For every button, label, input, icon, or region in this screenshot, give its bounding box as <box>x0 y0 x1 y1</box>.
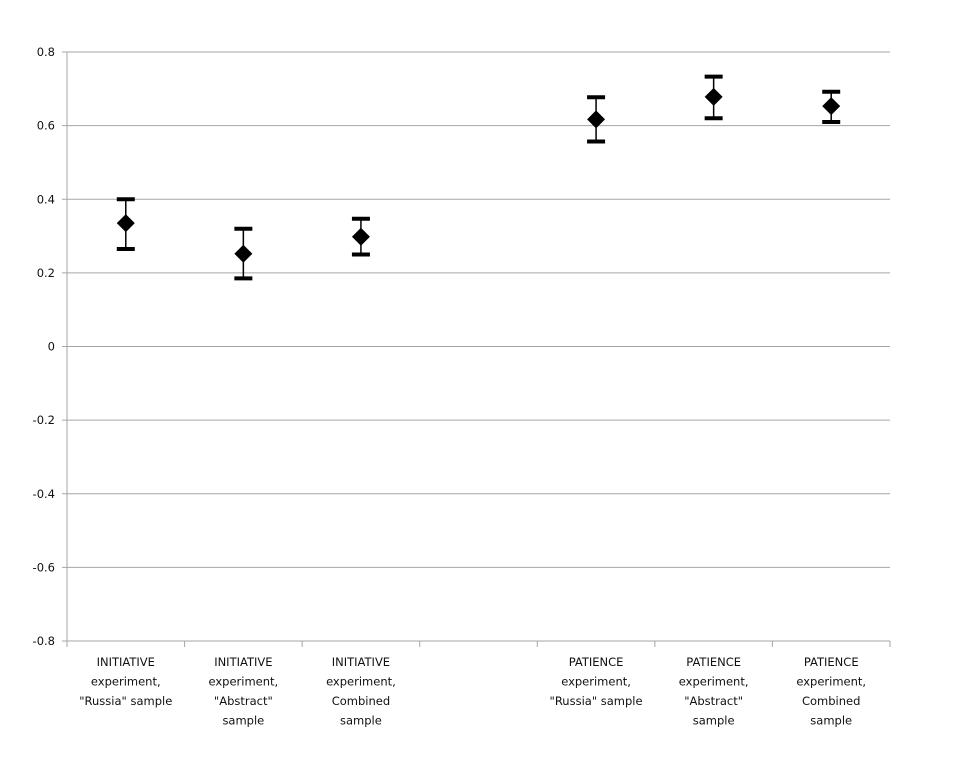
x-category-label-line: PATIENCE <box>686 655 741 669</box>
x-category-label: INITIATIVE experiment, "Abstract" sample <box>208 655 278 728</box>
x-category-label-line: experiment, <box>91 675 161 689</box>
x-category-label-line: "Abstract" <box>214 694 273 708</box>
x-category-label-line: INITIATIVE <box>97 655 155 669</box>
x-category-label-line: "Russia" sample <box>79 694 172 708</box>
error-bars <box>116 74 841 281</box>
y-tick-label: 0.6 <box>37 119 55 133</box>
x-category-label-line: PATIENCE <box>804 655 859 669</box>
x-category-label-line: "Abstract" <box>684 694 743 708</box>
y-tick-labels: 0.8 0.6 0.4 0.2 0 -0.2 -0.4 -0.6 -0.8 <box>33 45 55 648</box>
x-category-label-line: sample <box>693 714 735 728</box>
y-tick-label: -0.2 <box>33 413 55 427</box>
x-category-label-line: sample <box>810 714 852 728</box>
x-category-label: PATIENCE experiment, "Russia" sample <box>550 655 643 708</box>
y-tick-label: -0.4 <box>33 487 55 501</box>
x-category-label-line: experiment, <box>208 675 278 689</box>
data-markers <box>116 87 841 263</box>
x-category-label-line: experiment, <box>679 675 749 689</box>
y-tick-label: 0.8 <box>37 45 55 59</box>
x-category-label-line: INITIATIVE <box>332 655 390 669</box>
x-category-label-line: PATIENCE <box>569 655 624 669</box>
diamond-marker <box>587 110 606 129</box>
axes <box>62 51 891 647</box>
x-category-label: INITIATIVE experiment, Combined sample <box>326 655 396 728</box>
diamond-marker <box>351 227 370 246</box>
x-category-labels: INITIATIVE experiment, "Russia" sampleINIT… <box>79 655 866 728</box>
x-category-label-line: experiment, <box>326 675 396 689</box>
diamond-marker <box>822 97 841 116</box>
y-tick-label: -0.6 <box>33 560 55 574</box>
gridlines <box>67 51 890 642</box>
x-category-label: INITIATIVE experiment, "Russia" sample <box>79 655 172 708</box>
x-category-label-line: INITIATIVE <box>214 655 272 669</box>
x-category-label-line: experiment, <box>796 675 866 689</box>
x-category-label-line: experiment, <box>561 675 631 689</box>
x-category-label-line: "Russia" sample <box>550 694 643 708</box>
y-tick-label: 0 <box>48 340 55 354</box>
x-category-label-line: sample <box>340 714 382 728</box>
diamond-marker <box>116 214 135 233</box>
x-category-label: PATIENCE experiment, "Abstract" sample <box>679 655 749 728</box>
y-tick-label: 0.4 <box>37 192 55 206</box>
y-tick-label: 0.2 <box>37 266 55 280</box>
diamond-marker <box>234 244 253 263</box>
x-category-label-line: sample <box>222 714 264 728</box>
y-tick-label: -0.8 <box>33 634 55 648</box>
x-category-label-line: Combined <box>332 694 390 708</box>
diamond-marker <box>704 87 723 106</box>
x-category-label-line: Combined <box>802 694 860 708</box>
x-category-label: PATIENCE experiment, Combined sample <box>796 655 866 728</box>
